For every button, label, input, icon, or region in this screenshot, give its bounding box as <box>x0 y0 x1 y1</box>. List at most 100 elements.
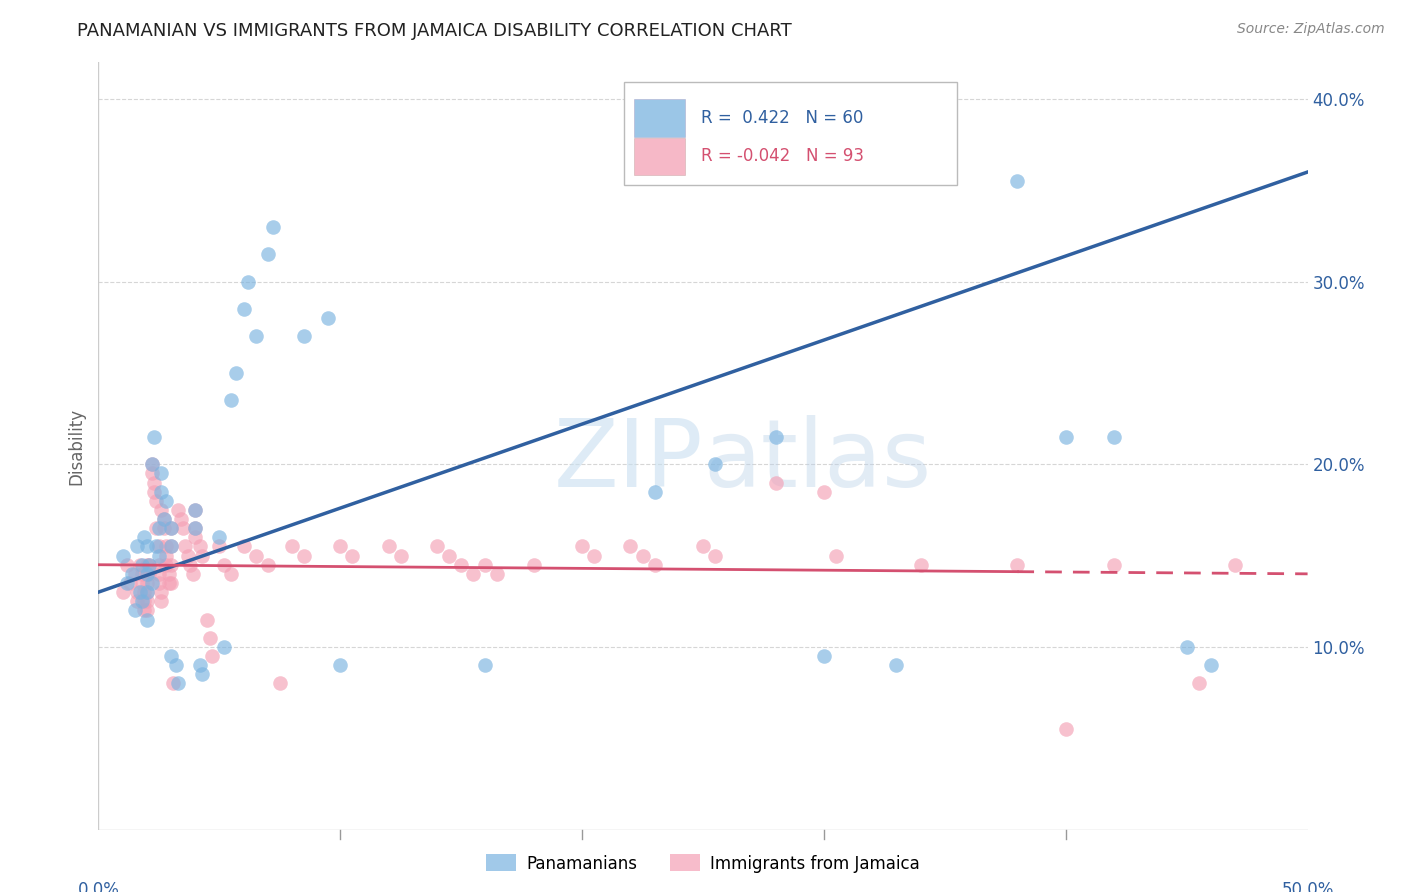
Point <box>644 484 666 499</box>
Point <box>141 457 163 471</box>
FancyBboxPatch shape <box>634 137 685 175</box>
Point <box>292 329 315 343</box>
Point <box>157 566 180 581</box>
Point <box>342 549 364 563</box>
Point <box>1199 658 1222 673</box>
Point <box>910 558 932 572</box>
Point <box>188 658 211 673</box>
Point <box>135 566 157 581</box>
Point <box>191 549 214 563</box>
Point <box>134 585 156 599</box>
Point <box>195 613 218 627</box>
Point <box>232 540 254 554</box>
Point <box>131 566 153 581</box>
Point <box>135 603 157 617</box>
Legend: Panamanians, Immigrants from Jamaica: Panamanians, Immigrants from Jamaica <box>479 847 927 880</box>
Point <box>155 549 177 563</box>
Point <box>1054 722 1077 736</box>
Point <box>245 549 267 563</box>
Point <box>188 540 211 554</box>
Point <box>619 540 641 554</box>
Point <box>292 549 315 563</box>
Point <box>138 558 160 572</box>
Point <box>1007 174 1029 188</box>
Point <box>134 603 156 617</box>
Point <box>208 540 231 554</box>
Point <box>155 540 177 554</box>
Point <box>886 658 908 673</box>
Point <box>825 549 848 563</box>
Point <box>256 558 278 572</box>
Point <box>184 530 207 544</box>
Point <box>117 558 139 572</box>
Text: R = -0.042   N = 93: R = -0.042 N = 93 <box>700 147 863 165</box>
Point <box>474 658 496 673</box>
Point <box>486 566 509 581</box>
Point <box>256 247 278 261</box>
Text: Source: ZipAtlas.com: Source: ZipAtlas.com <box>1237 22 1385 37</box>
Point <box>813 648 835 663</box>
Text: 0.0%: 0.0% <box>77 880 120 892</box>
Point <box>145 540 167 554</box>
Point <box>329 658 352 673</box>
Text: ZIP: ZIP <box>554 416 703 508</box>
Point <box>474 558 496 572</box>
Point <box>138 558 160 572</box>
Point <box>145 521 167 535</box>
Point <box>1054 430 1077 444</box>
Point <box>143 430 166 444</box>
Point <box>704 457 727 471</box>
Point <box>221 566 243 581</box>
Point <box>135 540 157 554</box>
Point <box>124 603 146 617</box>
Point <box>157 576 180 591</box>
Point <box>644 558 666 572</box>
Point <box>160 540 183 554</box>
Text: 50.0%: 50.0% <box>1281 880 1334 892</box>
Point <box>118 576 141 591</box>
Point <box>141 576 163 591</box>
Point <box>135 576 157 591</box>
Point <box>135 585 157 599</box>
Point <box>172 521 194 535</box>
Point <box>127 540 149 554</box>
Point <box>184 521 207 535</box>
Point <box>160 648 183 663</box>
Point <box>135 566 157 581</box>
Point <box>1188 676 1211 690</box>
Point <box>138 566 160 581</box>
Point <box>148 549 170 563</box>
Point <box>152 512 174 526</box>
Point <box>184 521 207 535</box>
Point <box>143 484 166 499</box>
Point <box>169 512 191 526</box>
Point <box>148 576 170 591</box>
Point <box>135 594 157 608</box>
Point <box>150 467 173 481</box>
Point <box>523 558 546 572</box>
Point <box>148 558 170 572</box>
Point <box>198 631 221 645</box>
Point <box>704 549 727 563</box>
Point <box>179 558 201 572</box>
Text: PANAMANIAN VS IMMIGRANTS FROM JAMAICA DISABILITY CORRELATION CHART: PANAMANIAN VS IMMIGRANTS FROM JAMAICA DI… <box>77 22 792 40</box>
Point <box>131 576 153 591</box>
Point <box>1102 430 1125 444</box>
Point <box>150 594 173 608</box>
Point <box>148 540 170 554</box>
Point <box>131 594 153 608</box>
Point <box>141 467 163 481</box>
FancyBboxPatch shape <box>624 81 957 186</box>
Text: R =  0.422   N = 60: R = 0.422 N = 60 <box>700 109 863 127</box>
Point <box>121 566 143 581</box>
Point <box>128 558 150 572</box>
Point <box>117 576 139 591</box>
Point <box>165 658 187 673</box>
Point <box>152 521 174 535</box>
Point <box>281 540 304 554</box>
Point <box>389 549 412 563</box>
Point <box>212 558 235 572</box>
Point <box>131 558 153 572</box>
Point <box>212 640 235 654</box>
Point <box>160 576 183 591</box>
